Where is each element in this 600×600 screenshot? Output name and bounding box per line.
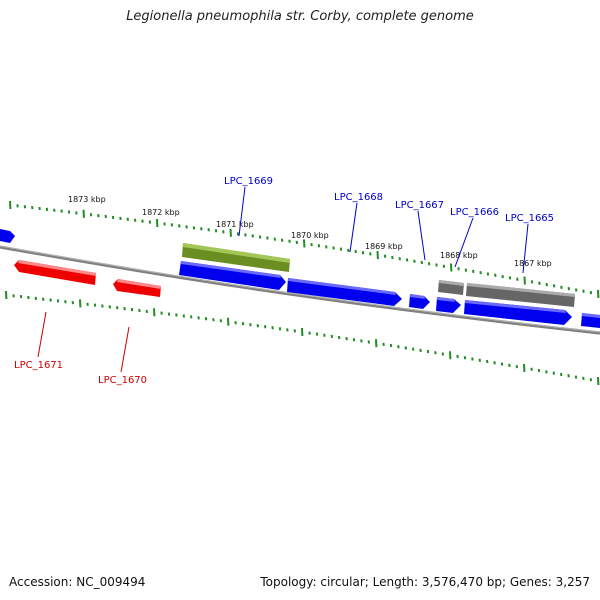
gene-lpc-1665[interactable] [464, 300, 572, 325]
leader-lpc-1665 [522, 223, 529, 274]
accession-text: Accession: NC_009494 [9, 575, 146, 589]
leader-lpc-1666 [454, 217, 474, 268]
gene-other-2[interactable] [466, 283, 575, 307]
gene-other-1[interactable] [438, 280, 464, 295]
label-lpc-1668[interactable]: LPC_1668 [334, 192, 383, 203]
ruler-label-1873: 1873 kbp [68, 195, 106, 204]
leader-lpc-1669 [238, 186, 246, 237]
gene-right-edge[interactable] [581, 313, 600, 328]
ruler-label-1869: 1869 kbp [365, 242, 403, 251]
label-lpc-1667[interactable]: LPC_1667 [395, 200, 444, 211]
ruler-label-1870: 1870 kbp [291, 231, 329, 240]
gene-lpc-1669[interactable] [179, 261, 286, 290]
gene-rna[interactable] [182, 243, 290, 272]
ruler-label-1871: 1871 kbp [216, 220, 254, 229]
gene-left-edge[interactable] [0, 229, 15, 243]
leader-lpc-1671 [37, 311, 47, 358]
gene-lpc-1670[interactable] [113, 279, 161, 297]
label-lpc-1669[interactable]: LPC_1669 [224, 176, 273, 187]
label-lpc-1666[interactable]: LPC_1666 [450, 207, 499, 218]
label-lpc-1670[interactable]: LPC_1670 [98, 375, 147, 386]
ruler-label-1867: 1867 kbp [514, 259, 552, 268]
genome-backbone [0, 245, 600, 335]
map-title: Legionella pneumophila str. Corby, compl… [126, 9, 474, 24]
gene-lpc-1671[interactable] [14, 260, 96, 285]
label-lpc-1671[interactable]: LPC_1671 [14, 360, 63, 371]
ruler-label-1872: 1872 kbp [142, 208, 180, 217]
leader-lpc-1668 [349, 202, 358, 253]
outer-tick-track [9, 200, 600, 299]
inner-tick-track [5, 290, 600, 386]
leader-lpc-1670 [120, 326, 130, 373]
genome-summary-text: Topology: circular; Length: 3,576,470 bp… [260, 575, 590, 589]
gene-lpc-1666[interactable] [436, 297, 461, 313]
gene-lpc-1668[interactable] [287, 278, 402, 306]
label-lpc-1665[interactable]: LPC_1665 [505, 213, 554, 224]
gene-lpc-1667[interactable] [409, 294, 430, 309]
leader-lpc-1667 [417, 210, 426, 261]
